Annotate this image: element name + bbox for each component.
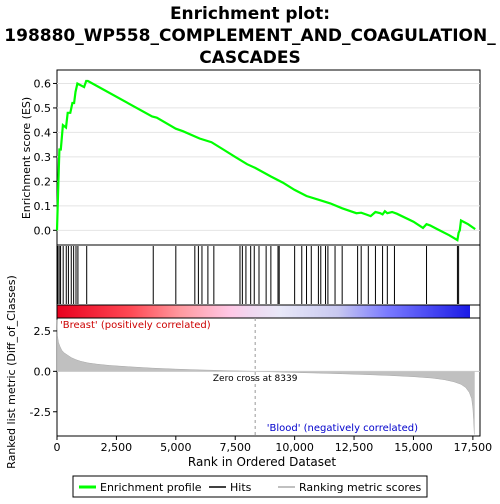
es-y-tick-label: 0.5 — [34, 102, 52, 115]
metric-y-tick-label: 0.0 — [34, 365, 52, 378]
metric-y-axis-label: Ranked list metric (Diff_of_Classes) — [5, 275, 18, 469]
es-panel-frame — [56, 69, 481, 246]
metric-y-tick-label: -2.5 — [30, 406, 51, 419]
metric-panel-frame — [56, 317, 481, 437]
es-y-tick-label: 0.2 — [34, 175, 52, 188]
hits-panel-frame — [56, 244, 481, 306]
metric-x-tick-label: 12,500 — [335, 441, 374, 454]
legend-box — [72, 475, 428, 498]
es-y-tick-label: 0.4 — [34, 126, 52, 139]
metric-x-axis-label: Rank in Ordered Dataset — [188, 455, 336, 469]
metric-y-ticks: 2.5 0.0 -2.5 — [30, 325, 57, 419]
chart-legend: Enrichment profile Hits Ranking metric s… — [72, 475, 428, 498]
metric-x-tick-label: 17,500 — [454, 441, 493, 454]
metric-y-tick-label: 2.5 — [34, 325, 52, 338]
zero-cross-label: Zero cross at 8339 — [213, 374, 298, 384]
metric-x-ticks: 0 2,500 5,000 7,500 10,000 12,500 15,000 17,500 — [54, 436, 493, 454]
enrichment-profile-line — [55, 79, 476, 242]
chart-title: Enrichment plot: 198880_WP558_COMPLEMENT… — [4, 4, 496, 68]
legend-label-ranking-metric: Ranking metric scores — [299, 481, 421, 494]
es-y-axis-label: Enrichment score (ES) — [20, 97, 33, 219]
hit-marks — [57, 246, 460, 304]
metric-x-tick-label: 0 — [54, 441, 61, 454]
es-y-ticks: 0.6 0.5 0.4 0.3 0.2 0.1 0.0 — [34, 77, 57, 237]
title-line-1: Enrichment plot: — [170, 4, 330, 24]
es-gridlines — [57, 82, 480, 231]
es-y-tick-label: 0.6 — [34, 77, 52, 90]
es-y-tick-label: 0.1 — [34, 200, 52, 213]
legend-label-enrichment-profile: Enrichment profile — [100, 481, 202, 494]
metric-x-tick-label: 15,000 — [394, 441, 433, 454]
es-y-tick-label: 0.3 — [34, 151, 52, 164]
metric-x-tick-label: 10,000 — [275, 441, 314, 454]
metric-x-tick-label: 2,500 — [101, 441, 133, 454]
positive-class-label: 'Breast' (positively correlated) — [60, 320, 211, 331]
negative-class-label: 'Blood' (negatively correlated) — [267, 423, 418, 434]
ranking-heatmap-bar — [57, 305, 470, 318]
metric-x-tick-label: 5,000 — [160, 441, 192, 454]
metric-x-tick-label: 7,500 — [219, 441, 251, 454]
title-line-2: 198880_WP558_COMPLEMENT_AND_COAGULATION_ — [4, 26, 496, 46]
legend-label-hits: Hits — [230, 481, 252, 494]
es-y-tick-label: 0.0 — [34, 224, 52, 237]
title-line-3: CASCADES — [199, 48, 300, 68]
